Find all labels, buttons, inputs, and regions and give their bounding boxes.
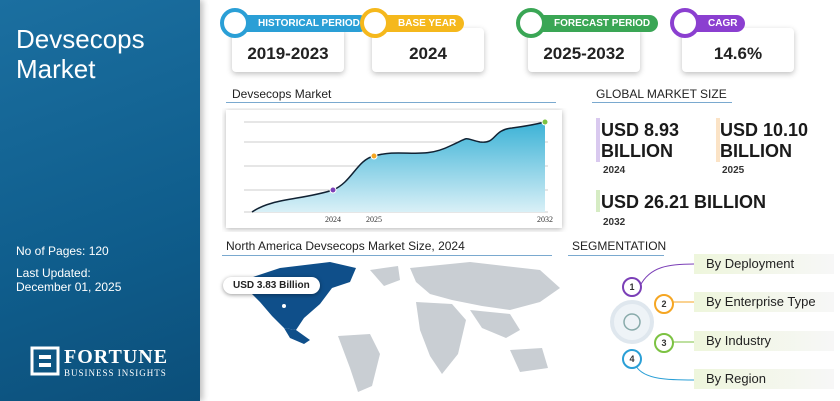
segment-label: By Enterprise Type <box>694 292 834 312</box>
stat-icon <box>670 8 700 38</box>
segment-number: 2 <box>654 294 674 314</box>
segment-number: 4 <box>622 349 642 369</box>
global-title: GLOBAL MARKET SIZE <box>596 87 727 101</box>
divider <box>568 255 664 256</box>
stat-icon <box>516 8 546 38</box>
stat-box <box>682 28 794 72</box>
brand-name: FORTUNE <box>64 346 169 368</box>
trend-chart: 2024 2025 2032 <box>226 110 562 228</box>
stat-value: 14.6% <box>713 44 763 63</box>
page-count: No of Pages: 120 <box>16 244 109 258</box>
global-year: 2025 <box>722 165 745 176</box>
stat-value: 2019-2023 <box>247 44 329 63</box>
accent <box>716 118 720 162</box>
stat-icon <box>360 8 390 38</box>
accent <box>596 118 600 162</box>
segment-label: By Region <box>694 369 834 389</box>
trend-title: Devsecops Market <box>232 87 332 101</box>
brand-sub: BUSINESS INSIGHTS <box>64 368 167 378</box>
stat-label: HISTORICAL PERIOD <box>230 15 368 32</box>
global-value: USD 8.93 BILLION <box>601 120 680 161</box>
divider <box>592 102 732 103</box>
report-title: Devsecops Market <box>16 24 145 84</box>
stat-card: BASE YEAR 2024 <box>360 8 488 72</box>
updated-label: Last Updated: <box>16 266 91 280</box>
stat-box <box>372 28 484 72</box>
region-title: North America Devsecops Market Size, 202… <box>226 239 465 253</box>
segment-connectors <box>610 263 695 381</box>
stat-value: 2025-2032 <box>543 44 625 63</box>
global-year: 2032 <box>603 217 626 228</box>
global-value: USD 26.21 BILLION <box>601 192 767 212</box>
segment-label: By Industry <box>694 331 834 351</box>
updated-date: December 01, 2025 <box>16 280 122 294</box>
stat-icon <box>220 8 250 38</box>
stat-label: BASE YEAR <box>370 15 465 32</box>
divider <box>226 102 556 103</box>
segment-number: 3 <box>654 333 674 353</box>
region-callout: USD 3.83 Billion <box>223 277 320 294</box>
global-value: USD 10.10 BILLION <box>720 120 809 161</box>
x-label: 2024 <box>325 215 341 224</box>
accent <box>596 190 600 212</box>
segment-number: 1 <box>622 277 642 297</box>
sidebar: Devsecops Market No of Pages: 120 Last U… <box>0 0 200 401</box>
global-year: 2024 <box>603 165 626 176</box>
stat-box <box>528 28 640 72</box>
brand-logo <box>30 346 60 376</box>
stat-card: HISTORICAL PERIOD 2019-2023 <box>220 8 368 72</box>
divider <box>222 255 552 256</box>
x-label: 2025 <box>366 215 382 224</box>
stat-label: FORECAST PERIOD <box>526 15 659 32</box>
stat-box <box>232 28 344 72</box>
stat-card: FORECAST PERIOD 2025-2032 <box>516 8 659 72</box>
segmentation-title: SEGMENTATION <box>572 239 667 253</box>
segment-label: By Deployment <box>694 254 834 274</box>
stat-card: CAGR 14.6% <box>670 8 798 72</box>
stat-value: 2024 <box>409 44 447 63</box>
x-label: 2032 <box>537 215 553 224</box>
